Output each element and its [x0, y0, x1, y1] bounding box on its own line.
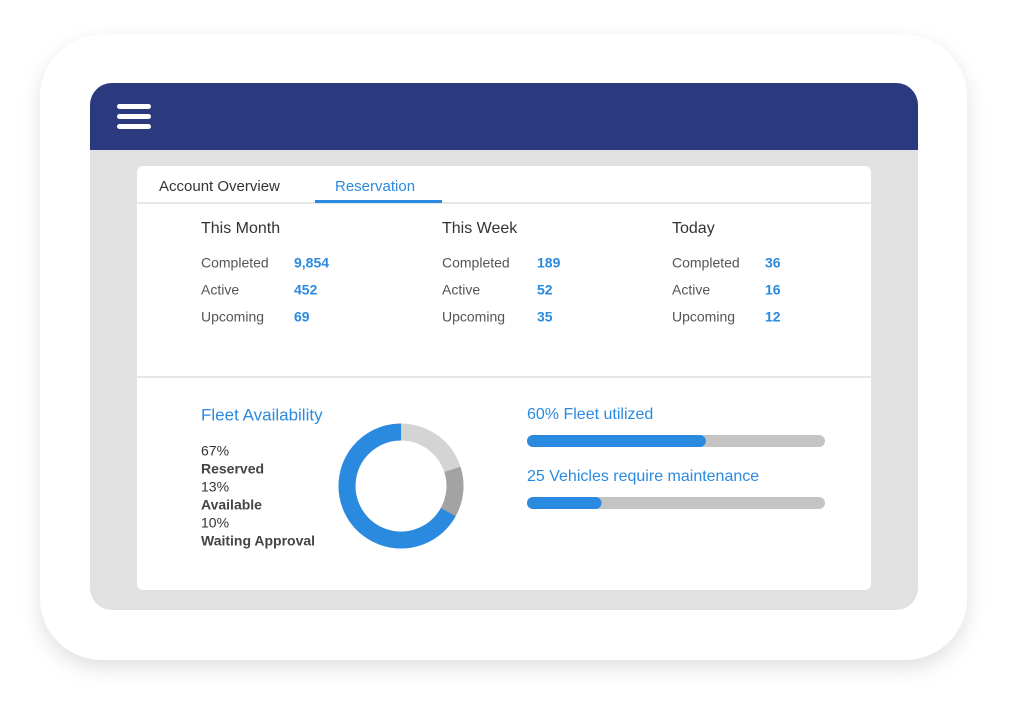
stat-label: Completed: [442, 255, 510, 271]
legend-name: Available: [201, 497, 262, 513]
stat-value: 9,854: [294, 255, 329, 271]
stat-label: Active: [672, 282, 710, 298]
donut-segment: [338, 423, 456, 549]
stat-label: Upcoming: [201, 309, 264, 325]
stat-value: 452: [294, 282, 318, 298]
legend-percent: 67%: [201, 443, 229, 459]
tab-active[interactable]: Reservation: [335, 178, 415, 195]
stat-value: 189: [537, 255, 561, 271]
progress-fill: [527, 497, 602, 509]
stat-value: 69: [294, 309, 310, 325]
stat-heading: This Month: [201, 220, 280, 237]
menu-icon[interactable]: [117, 104, 151, 129]
stat-label: Completed: [672, 255, 740, 271]
header-bar: [90, 83, 918, 150]
stat-label: Active: [442, 282, 480, 298]
legend-percent: 13%: [201, 479, 229, 495]
progress-label: 25 Vehicles require maintenance: [527, 468, 759, 485]
legend-percent: 10%: [201, 515, 229, 531]
donut-segment: [440, 466, 464, 517]
tab-underline: [315, 200, 442, 203]
stat-value: 52: [537, 282, 553, 298]
section-title: Fleet Availability: [201, 405, 323, 424]
tab[interactable]: Account Overview: [159, 178, 280, 195]
stat-value: 35: [537, 309, 553, 325]
progress-track: [527, 497, 825, 509]
stat-value: 36: [765, 255, 781, 271]
stat-label: Upcoming: [442, 309, 505, 325]
stat-label: Upcoming: [672, 309, 735, 325]
legend-name: Waiting Approval: [201, 533, 315, 549]
progress-label: 60% Fleet utilized: [527, 406, 653, 423]
stat-label: Active: [201, 282, 239, 298]
stat-heading: This Week: [442, 220, 518, 237]
stat-heading: Today: [672, 220, 715, 237]
donut-segment: [427, 435, 461, 473]
progress-fill: [527, 435, 706, 447]
stat-label: Completed: [201, 255, 269, 271]
legend-name: Reserved: [201, 461, 264, 477]
stat-value: 12: [765, 309, 781, 325]
card: [137, 166, 871, 590]
stat-value: 16: [765, 282, 781, 298]
